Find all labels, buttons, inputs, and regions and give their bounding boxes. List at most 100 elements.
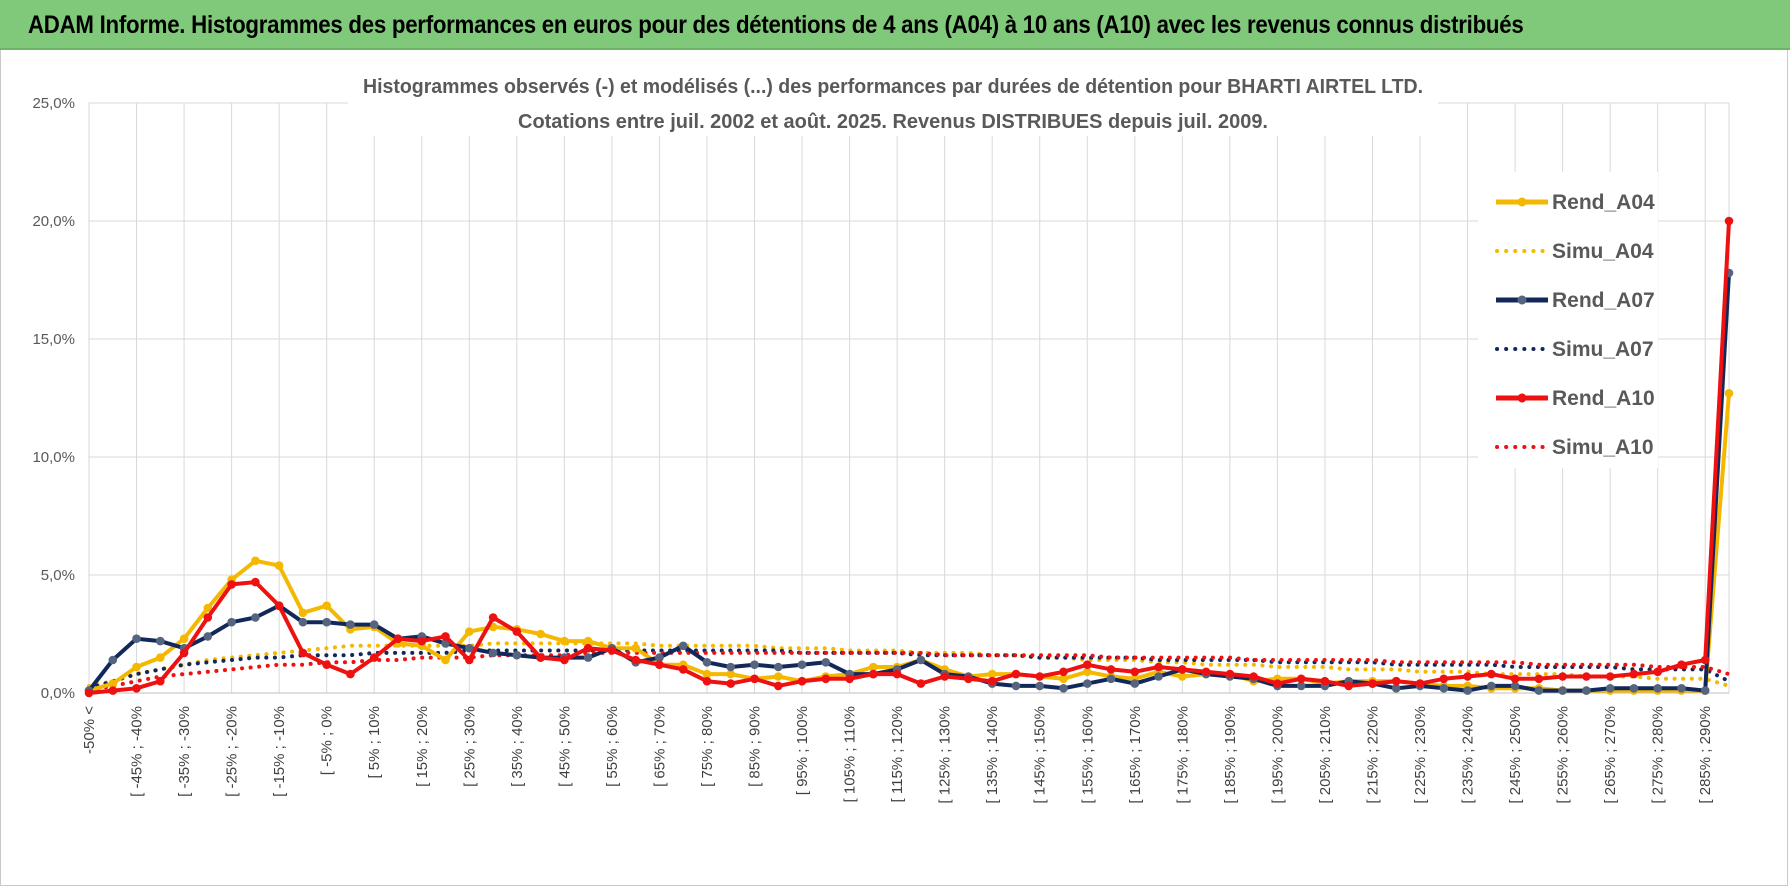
data-point <box>869 669 878 679</box>
x-tick-label: [ -45% ; -40% <box>129 706 146 797</box>
x-tick-label: [ 215% ; 220% <box>1364 706 1381 804</box>
x-tick-label: [ -25% ; -20% <box>224 706 241 797</box>
data-point <box>631 655 640 665</box>
data-point <box>1487 681 1496 691</box>
data-point <box>227 580 236 589</box>
data-point <box>132 634 141 643</box>
data-point <box>1558 686 1567 695</box>
data-point <box>1154 662 1163 672</box>
legend-item-Simu_A10: Simu_A10 <box>1495 436 1654 459</box>
data-point <box>132 662 141 672</box>
data-point <box>298 648 308 658</box>
data-point <box>465 655 474 665</box>
data-point <box>156 636 165 646</box>
data-point <box>346 669 355 679</box>
data-point <box>1011 669 1021 679</box>
x-tick-label: [ 205% ; 210% <box>1317 706 1334 804</box>
data-point <box>1201 667 1211 677</box>
data-point <box>1154 672 1163 681</box>
data-point <box>369 653 379 662</box>
series-line <box>87 650 1731 693</box>
data-point <box>1011 681 1021 691</box>
data-point <box>583 636 593 646</box>
data-point <box>1178 665 1187 674</box>
data-point <box>560 655 569 665</box>
data-point <box>774 672 783 681</box>
data-point <box>203 632 213 641</box>
data-point <box>251 613 260 622</box>
data-point <box>1083 679 1092 688</box>
data-point <box>465 627 474 636</box>
header-banner: ADAM Informe. Histogrammes des performan… <box>0 0 1790 50</box>
data-point <box>1534 686 1544 695</box>
x-tick-label: [ 155% ; 160% <box>1079 706 1096 804</box>
data-point <box>583 653 593 662</box>
data-point <box>1391 684 1401 693</box>
series-Simu_A10 <box>87 650 1731 693</box>
data-point <box>1296 681 1306 691</box>
data-point <box>1724 389 1734 398</box>
y-tick-label: 5,0% <box>41 567 75 584</box>
data-point <box>274 561 284 570</box>
data-point <box>916 655 926 665</box>
legend-label: Simu_A04 <box>1552 240 1654 263</box>
data-point <box>1059 674 1068 684</box>
data-point <box>845 674 854 684</box>
data-point <box>1677 684 1686 693</box>
data-point <box>583 643 593 653</box>
data-point <box>369 620 379 629</box>
data-point <box>987 676 997 686</box>
data-point <box>322 601 332 610</box>
page-title: ADAM Informe. Histogrammes des performan… <box>28 11 1524 39</box>
x-tick-label: [ 55% ; 60% <box>604 706 621 787</box>
data-point <box>536 629 545 639</box>
legend-label: Rend_A04 <box>1552 191 1655 214</box>
series-line <box>88 220 1731 695</box>
x-tick-label: [ -5% ; 0% <box>319 706 336 775</box>
data-point <box>203 613 213 622</box>
data-point <box>1178 672 1187 681</box>
data-point <box>322 617 332 627</box>
data-point <box>1439 674 1449 684</box>
data-point <box>821 674 831 684</box>
data-point <box>1487 669 1496 679</box>
data-point <box>156 653 165 662</box>
data-point <box>702 669 712 679</box>
data-point <box>1225 669 1235 679</box>
legend-label: Rend_A10 <box>1552 387 1655 410</box>
series-Simu_A07 <box>87 648 1731 691</box>
x-tick-label: [ 265% ; 270% <box>1602 706 1619 804</box>
data-point <box>774 662 783 672</box>
data-point <box>940 672 949 681</box>
data-point <box>1439 684 1449 693</box>
series-line <box>87 648 1731 691</box>
data-point <box>179 634 189 643</box>
data-point <box>726 669 735 679</box>
data-point <box>465 643 474 653</box>
legend-marker <box>1517 295 1527 305</box>
series-Rend_A10 <box>84 216 1734 698</box>
data-point <box>560 636 569 646</box>
x-tick-label: [ 105% ; 110% <box>842 706 859 802</box>
data-point <box>1035 681 1044 691</box>
data-point <box>631 643 640 653</box>
data-point <box>488 613 498 622</box>
data-point <box>1700 686 1710 695</box>
legend: Rend_A04 Simu_A04 Rend_A07 Simu_A07 Rend_A10… <box>1495 191 1655 459</box>
data-point <box>869 662 878 672</box>
data-point <box>441 655 450 665</box>
data-point <box>1083 667 1092 677</box>
data-point <box>1035 672 1044 681</box>
y-tick-label: 25,0% <box>32 95 75 112</box>
x-tick-label: [ 125% ; 130% <box>937 706 954 804</box>
chart-title-line1: Histogrammes observés (-) et modélisés (… <box>363 76 1423 98</box>
chart-title-backdrop <box>348 64 1438 136</box>
y-tick-label: 15,0% <box>32 331 75 348</box>
data-point <box>488 648 498 658</box>
legend-label: Simu_A10 <box>1552 436 1654 459</box>
data-point <box>702 658 712 667</box>
data-point <box>678 641 688 651</box>
x-tick-label: [ -35% ; -30% <box>176 706 193 797</box>
data-point <box>1534 674 1544 684</box>
y-tick-label: 20,0% <box>32 213 75 230</box>
